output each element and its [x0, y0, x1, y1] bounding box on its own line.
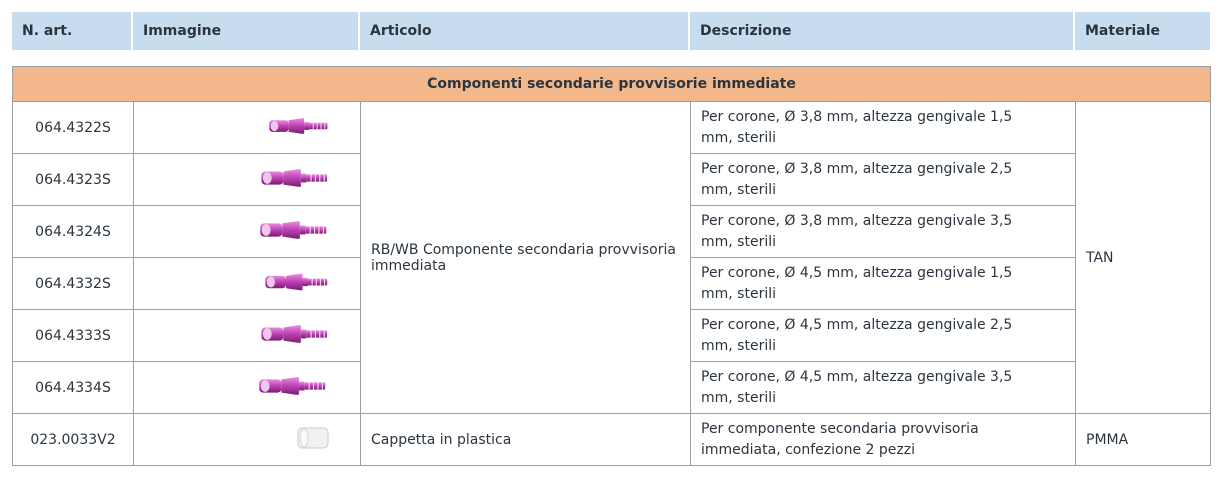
description-cell: Per componente secondaria provvisoria im… — [690, 413, 1076, 466]
article: Cappetta in plastica — [360, 413, 691, 466]
abutment-icon — [256, 375, 330, 397]
product-image — [133, 257, 361, 310]
description: Per corone, Ø 3,8 mm, altezza gengivale … — [701, 108, 1013, 146]
product-image — [133, 153, 361, 206]
header-cell: N. art. — [12, 12, 133, 50]
description: Per corone, Ø 4,5 mm, altezza gengivale … — [701, 316, 1013, 354]
description-cell: Per corone, Ø 3,8 mm, altezza gengivale … — [690, 101, 1076, 154]
group-material: TAN — [1074, 101, 1212, 414]
article-number: 064.4333S — [12, 309, 134, 362]
abutment-icon — [268, 115, 330, 137]
group-article: RB/WB Componente secondaria provvisoria … — [360, 101, 691, 414]
description: Per corone, Ø 4,5 mm, altezza gengivale … — [701, 264, 1013, 302]
description: Per componente secondaria provvisoria im… — [701, 420, 979, 458]
header-cell: Articolo — [360, 12, 690, 50]
article-number: 023.0033V2 — [12, 413, 134, 466]
header-row: N. art. Immagine Articolo Descrizione Ma… — [12, 12, 1210, 50]
header-cell: Descrizione — [690, 12, 1075, 50]
description: Per corone, Ø 3,8 mm, altezza gengivale … — [701, 160, 1013, 198]
product-row: 064.4333S Per corone, Ø 4,5 mm, altezza g… — [12, 309, 1211, 362]
product-row: 064.4322S RB/WB Componente secondaria pro… — [12, 101, 1212, 414]
product-row: 064.4332S Per corone, Ø 4,5 mm, altezza g… — [12, 257, 1211, 310]
article-number: 064.4322S — [12, 101, 134, 154]
header-cell: Immagine — [133, 12, 360, 50]
description-cell: Per corone, Ø 3,8 mm, altezza gengivale … — [690, 205, 1076, 258]
product-image — [133, 205, 361, 258]
section-title: Componenti secondarie provvisorie immedi… — [11, 66, 1212, 102]
description-cell: Per corone, Ø 4,5 mm, altezza gengivale … — [690, 257, 1076, 310]
abutment-icon — [258, 219, 330, 241]
product-image — [133, 101, 361, 154]
product-image — [133, 361, 361, 414]
description-cell: Per corone, Ø 4,5 mm, altezza gengivale … — [690, 361, 1076, 414]
article-number: 064.4324S — [12, 205, 134, 258]
description-cell: Per corone, Ø 3,8 mm, altezza gengivale … — [690, 153, 1076, 206]
abutment-icon — [260, 323, 330, 345]
product-row: 064.4324S Per corone, Ø 3,8 mm, altezza g… — [12, 205, 1211, 258]
description: Per corone, Ø 3,8 mm, altezza gengivale … — [701, 212, 1013, 250]
product-row: 064.4334S Per corone, Ø 4,5 mm, altezza g… — [12, 361, 1211, 414]
article-number: 064.4323S — [12, 153, 134, 206]
article-number: 064.4332S — [12, 257, 134, 310]
description: Per corone, Ø 4,5 mm, altezza gengivale … — [701, 368, 1013, 406]
abutment-icon — [264, 271, 330, 293]
article-number: 064.4334S — [12, 361, 134, 414]
product-image — [133, 309, 361, 362]
material: PMMA — [1074, 413, 1212, 466]
product-row: 023.0033V2 Cappetta in plastica Per compon… — [12, 413, 1212, 466]
section-row: Componenti secondarie provvisorie immedi… — [11, 66, 1212, 102]
table-body: Componenti secondarie provvisorie immedi… — [11, 66, 1212, 466]
header-cell: Materiale — [1085, 23, 1161, 39]
cap-icon — [297, 427, 329, 448]
product-image — [133, 413, 361, 466]
product-table: Componenti secondarie provvisorie immedi… — [11, 66, 1212, 466]
description-cell: Per corone, Ø 4,5 mm, altezza gengivale … — [690, 309, 1076, 362]
abutment-icon — [260, 167, 330, 189]
